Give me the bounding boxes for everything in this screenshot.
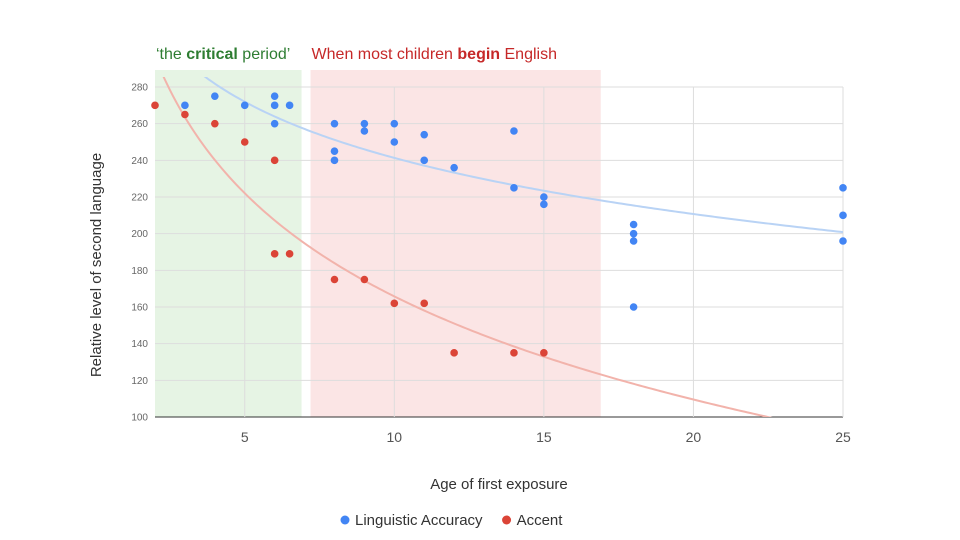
y-tick-label-140: 140 [131,339,148,350]
legend-marker-0 [340,515,350,525]
x-axis-title: Age of first exposure [430,476,568,493]
data-point-1-9 [390,299,399,308]
legend-label-0: Linguistic Accuracy [355,512,483,529]
region-label-0: ‘the critical period’ [156,46,290,63]
trend-lines [162,77,843,417]
data-point-0-6 [285,101,294,110]
data-point-1-3 [240,138,249,146]
data-point-0-17 [510,127,518,135]
data-point-0-24 [629,303,638,311]
legend-label-1: Accent [517,512,564,529]
data-point-0-5 [270,119,279,128]
y-axis-ticks: 100 120 140 160 180 200 220 240 260 280 [131,83,148,424]
region-label-0-part-0: ‘the [156,46,186,63]
region-label-1-part-1: begin [457,46,500,63]
data-point-0-9 [330,156,339,165]
data-point-0-0 [181,101,189,110]
region-label-1: When most children begin English [312,46,557,63]
region-band-0 [155,70,302,417]
data-point-1-1 [181,110,189,119]
region-label-0-part-2: period’ [238,46,290,63]
data-points [151,92,847,357]
data-point-0-16 [450,163,458,172]
y-tick-label-160: 160 [131,303,148,314]
region-label-1-part-2: English [500,46,557,63]
data-point-0-14 [420,130,429,139]
y-tick-label-240: 240 [131,156,148,167]
data-point-0-27 [839,237,847,245]
data-point-0-10 [360,119,369,128]
data-point-0-2 [240,101,249,110]
data-point-1-2 [211,119,219,128]
trend-line-1 [162,77,773,417]
y-tick-label-220: 220 [131,193,148,204]
data-point-0-20 [540,200,548,209]
data-point-1-8 [360,275,369,284]
data-point-0-19 [540,193,548,201]
y-tick-label-280: 280 [131,83,148,94]
data-point-0-22 [629,229,638,238]
data-point-0-11 [360,127,369,135]
x-axis-ticks: 5 10 15 20 25 [241,429,851,445]
x-tick-label-15: 15 [536,429,552,445]
legend: Linguistic Accuracy Accent [340,512,564,529]
data-point-1-4 [270,156,279,165]
data-point-0-1 [211,92,219,100]
data-point-0-26 [839,211,847,220]
data-point-0-13 [390,138,399,146]
y-axis-title: Relative level of second language [88,153,105,377]
region-labels: ‘the critical period’ When most children … [156,46,557,63]
x-tick-label-25: 25 [835,429,851,445]
data-point-0-12 [390,119,399,128]
region-label-1-part-0: When most children [312,46,458,63]
data-point-0-8 [330,147,339,155]
data-point-0-25 [839,184,847,192]
y-tick-label-200: 200 [131,229,148,240]
shaded-regions [155,70,601,417]
y-tick-label-180: 180 [131,266,148,277]
legend-marker-1 [502,515,512,525]
x-tick-label-20: 20 [686,429,702,445]
region-label-0-part-1: critical [186,46,238,63]
x-tick-label-5: 5 [241,429,249,445]
y-tick-label-100: 100 [131,413,148,424]
data-point-0-21 [629,220,638,229]
y-tick-label-120: 120 [131,376,148,387]
data-point-1-6 [285,250,294,258]
y-tick-label-260: 260 [131,119,148,130]
data-point-0-3 [270,92,279,100]
data-point-1-13 [540,349,548,357]
data-point-0-23 [629,237,638,245]
x-tick-label-10: 10 [387,429,403,445]
data-point-1-11 [450,349,458,357]
data-point-1-12 [510,349,518,357]
data-point-1-10 [420,299,429,308]
data-point-0-15 [420,156,429,165]
data-point-0-7 [330,119,339,128]
data-point-1-0 [151,101,159,110]
data-point-0-4 [270,101,279,110]
data-point-0-18 [510,184,518,192]
region-band-1 [310,70,601,417]
data-point-1-5 [270,250,279,258]
data-point-1-7 [330,275,339,284]
trend-line-0 [203,77,843,234]
